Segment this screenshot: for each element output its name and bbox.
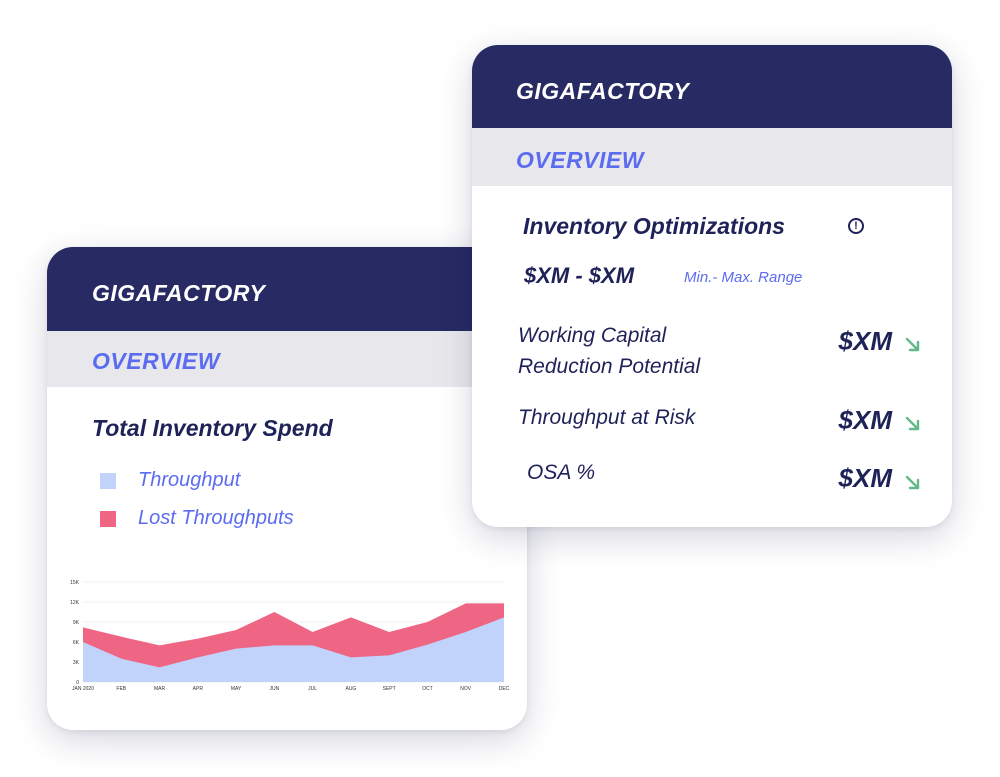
arrow-down-right-icon [905, 475, 920, 490]
y-tick-label: 3K [73, 660, 80, 666]
x-tick-label: DEC [499, 686, 510, 692]
card-subheader: OVERVIEW [47, 331, 527, 387]
area-series-throughput [83, 617, 504, 682]
metric-label-line: Working Capital [518, 324, 667, 347]
legend-swatch-lost-throughputs [100, 510, 116, 527]
metric-value-osa: $XM [838, 463, 892, 493]
metric-label-throughput-at-risk: Throughput at Risk [518, 406, 696, 429]
x-tick-label: MAY [231, 686, 242, 692]
x-tick-label: SEPT [383, 686, 396, 692]
metric-value-throughput-at-risk: $XM [838, 405, 892, 435]
x-tick-label: FEB [116, 686, 126, 692]
range-label: Min.- Max. Range [684, 269, 803, 286]
inventory-optimizations-card: GIGAFACTORY OVERVIEW Inventory Optimizat… [472, 45, 952, 527]
metric-label-line: Reduction Potential [518, 355, 701, 378]
x-tick-label: OCT [422, 686, 433, 692]
arrow-down-right-icon [905, 337, 920, 352]
arrow-down-right-icon [905, 416, 920, 431]
y-tick-label: 6K [73, 640, 80, 646]
area-chart: 0 3K 6K 9K 12K 15K JAN 2020 FEB MAR APR MAY JUN JUL A… [70, 580, 510, 692]
metric-label-working-capital: Working Capital Reduction Potential [518, 320, 700, 382]
x-tick-label: AUG [345, 686, 356, 692]
x-tick-label: JAN 2020 [72, 686, 94, 692]
metric-label-osa: OSA % [527, 461, 596, 484]
card-header: GIGAFACTORY [47, 247, 527, 331]
legend-swatch-throughput [100, 472, 116, 489]
inventory-spend-card: GIGAFACTORY OVERVIEW Total Inventory Spe… [47, 247, 527, 730]
legend-label: Throughput [138, 469, 241, 491]
card-subheader: OVERVIEW [472, 128, 952, 186]
legend-label: Lost Throughputs [138, 507, 294, 529]
x-tick-label: NOV [460, 686, 472, 692]
metric-value-working-capital: $XM [838, 326, 892, 356]
y-tick-label: 12K [70, 600, 80, 606]
chart-title: Total Inventory Spend [92, 415, 333, 441]
y-tick-label: 15K [70, 580, 80, 586]
legend-item-lost-throughputs: Lost Throughputs [100, 507, 294, 530]
y-tick-label: 9K [73, 620, 80, 626]
info-icon[interactable]: ! [848, 218, 864, 234]
x-tick-label: APR [193, 686, 204, 692]
legend-item-throughput: Throughput [100, 469, 240, 492]
y-tick-label: 0 [76, 680, 79, 686]
range-value: $XM - $XM [524, 263, 635, 288]
x-tick-label: MAR [154, 686, 166, 692]
section-title: Inventory Optimizations [523, 213, 785, 239]
x-tick-label: JUL [308, 686, 317, 692]
card-header: GIGAFACTORY [472, 45, 952, 128]
x-tick-label: JUN [269, 686, 279, 692]
